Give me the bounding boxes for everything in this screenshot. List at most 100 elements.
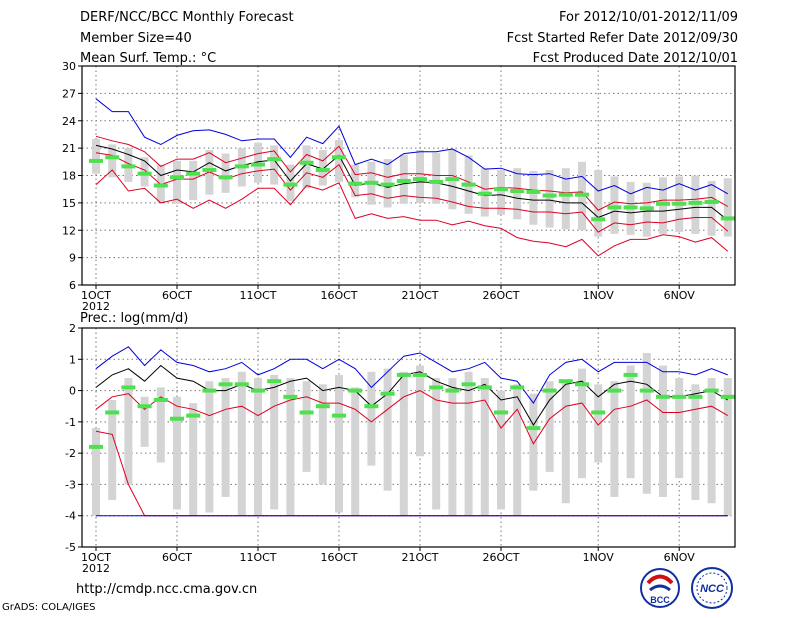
prec-range-bar xyxy=(594,384,603,463)
temp-series-max xyxy=(95,98,729,195)
prec-range-bar xyxy=(561,381,570,504)
temp-member-marker xyxy=(413,177,427,182)
prec-xtick-label: 26OCT xyxy=(482,551,519,564)
prec-ytick-label: -1 xyxy=(65,416,76,429)
temp-range-bar xyxy=(270,145,279,185)
member-size: Member Size=40 xyxy=(80,30,192,46)
temp-member-marker xyxy=(639,206,654,211)
temp-ytick-label: 6 xyxy=(69,279,76,292)
prec-range-bar xyxy=(270,374,279,510)
prec-range-bar xyxy=(691,384,700,501)
prec-range-bar xyxy=(659,365,667,497)
temp-member-marker xyxy=(315,168,330,173)
temp-member-marker xyxy=(121,164,136,169)
temp-member-marker xyxy=(202,168,217,173)
temp-member-marker xyxy=(542,193,557,198)
prec-member-marker xyxy=(591,410,606,415)
prec-xtick-label: 1NOV xyxy=(583,551,615,564)
prec-series-min xyxy=(95,390,729,445)
prec-member-marker xyxy=(299,410,314,415)
temp-member-marker xyxy=(526,189,541,194)
temp-member-marker xyxy=(186,171,201,176)
prec-range-bar xyxy=(254,378,262,516)
prec-range-bar xyxy=(513,384,522,516)
temp-range-bar xyxy=(610,176,619,234)
temp-member-marker xyxy=(380,182,395,187)
temp-year-label: 2012 xyxy=(82,300,110,313)
temp-member-marker xyxy=(510,189,525,194)
header-right: For 2012/10/01-2012/11/09 Fcst Started R… xyxy=(507,9,738,71)
temp-ytick-label: 24 xyxy=(62,115,76,128)
prec-member-marker xyxy=(218,382,233,387)
temp-series-min xyxy=(95,169,729,257)
temp-panel: 30 27 24 21 18 15 12 9 6 1OCT 6OCT 11OCT 16OCT 21OCT 2… xyxy=(62,60,736,313)
temp-member-marker xyxy=(688,200,703,205)
prec-member-marker xyxy=(267,379,282,384)
temp-range-bar xyxy=(302,145,311,189)
prec-range-bar xyxy=(642,353,651,494)
prec-member-marker xyxy=(315,404,330,409)
temp-member-marker xyxy=(720,216,735,221)
prec-range-bar xyxy=(416,365,424,457)
temp-member-marker xyxy=(170,175,184,180)
temp-xtick-label: 6OCT xyxy=(162,289,192,302)
temp-member-marker xyxy=(348,181,363,186)
prec-range-bar xyxy=(545,381,554,472)
prec-panel: 2 1 0 -1 -2 -3 -4 -5 1OCT 6OCT 11OCT 16OCT 21OCT 26OC… xyxy=(65,322,736,575)
prec-member-marker xyxy=(575,382,589,387)
prec-xtick-label: 6OCT xyxy=(162,551,192,564)
prec-range-bar xyxy=(92,428,100,516)
temp-member-marker xyxy=(445,177,460,182)
temp-xtick-label: 6NOV xyxy=(664,289,696,302)
prec-member-marker xyxy=(510,385,525,390)
temp-range-bar xyxy=(221,153,230,193)
prec-range-bar xyxy=(335,374,343,513)
prec-ytick-label: -4 xyxy=(65,510,76,523)
temp-member-marker xyxy=(251,162,265,167)
prec-member-marker xyxy=(186,413,201,418)
prec-member-marker xyxy=(413,372,427,377)
prec-range-bar xyxy=(318,384,327,485)
prec-range-bar xyxy=(497,390,505,510)
header-left: DERF/NCC/BCC Monthly Forecast Member Siz… xyxy=(80,9,294,71)
temp-member-marker xyxy=(575,192,589,197)
temp-ytick-label: 18 xyxy=(62,170,76,183)
temp-member-marker xyxy=(105,155,120,160)
bcc-logo: BCC xyxy=(640,568,680,608)
temp-range-bar xyxy=(318,149,327,186)
prec-member-marker xyxy=(121,385,136,390)
chart-title: DERF/NCC/BCC Monthly Forecast xyxy=(80,10,294,25)
temp-member-marker xyxy=(656,201,670,206)
temp-series-lower xyxy=(95,152,729,233)
temp-range-bar xyxy=(707,180,716,236)
prec-member-marker xyxy=(704,388,719,393)
temp-member-marker xyxy=(267,157,282,162)
prec-range-bar xyxy=(464,371,473,516)
temp-range-bar xyxy=(497,170,505,215)
source-url[interactable]: http://cmdp.ncc.cma.gov.cn xyxy=(76,582,258,597)
prec-member-marker xyxy=(348,388,363,393)
prec-range-bar xyxy=(626,365,635,479)
prec-range-bar xyxy=(237,371,246,516)
prec-ytick-label: 1 xyxy=(69,353,76,366)
temp-frame xyxy=(81,65,736,286)
prec-range-bar xyxy=(383,368,392,491)
prec-range-bar xyxy=(221,378,230,497)
temp-member-marker xyxy=(89,158,103,163)
temp-member-marker xyxy=(558,192,573,197)
temp-range-bar xyxy=(513,168,522,220)
prec-xtick-label: 11OCT xyxy=(239,551,276,564)
prec-range-bar xyxy=(578,368,586,479)
prec-member-marker xyxy=(251,388,265,393)
temp-ytick-label: 30 xyxy=(62,60,76,73)
prec-range-bar xyxy=(156,387,165,463)
temp-range-bar xyxy=(723,178,732,237)
prec-member-marker xyxy=(89,444,103,449)
prec-member-marker xyxy=(558,379,573,384)
prec-range-bar xyxy=(286,378,295,516)
bcc-logo-text: BCC xyxy=(650,595,670,605)
prec-ytick-label: -2 xyxy=(65,447,76,460)
prec-range-bar xyxy=(140,396,149,447)
temp-range-bar xyxy=(594,170,603,237)
